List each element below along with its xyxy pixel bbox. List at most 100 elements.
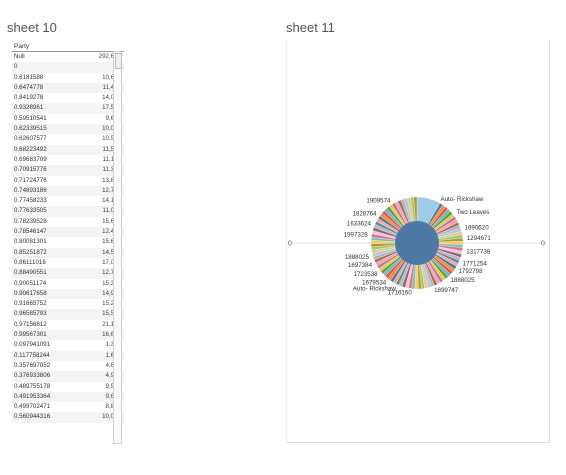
party-value: 0.8419278 <box>14 94 44 102</box>
table-row: 0.97156812 21,193 <box>12 320 124 330</box>
party-value: 0.99567301 <box>14 331 47 339</box>
table-row: 0.80081301 15,626 <box>12 237 124 247</box>
table-row: 0.69683709 11,142 <box>12 155 124 165</box>
sheet-10-title: sheet 10 <box>7 20 57 35</box>
party-value: 0.489755178 <box>14 382 51 390</box>
party-value: 0.097941091 <box>14 341 51 349</box>
count-value: 11,058 <box>102 207 121 215</box>
count-value: 15,283 <box>102 300 121 308</box>
slice-label: 1716160 <box>388 290 413 297</box>
party-value: 0.70915776 <box>14 166 47 174</box>
party-value: 0 <box>14 63 18 71</box>
table-row: 0.96585793 15,575 <box>12 309 124 320</box>
party-value: 0.86111016 <box>14 258 46 266</box>
party-value: 0.560944316 <box>14 413 51 421</box>
slice-label: 1899747 <box>434 287 459 294</box>
party-value: 0.491953364 <box>14 392 51 400</box>
table-row: 0.6181588 10,625 <box>12 73 124 83</box>
slice-label: 1828764 <box>352 211 377 218</box>
party-value: 0.62607577 <box>14 135 47 143</box>
slice-label: 1888025 <box>450 277 475 284</box>
count-value: 16,692 <box>102 331 121 339</box>
party-value: 0.74893186 <box>14 186 47 194</box>
count-value: 10,051 <box>102 125 121 133</box>
table-row: 0.91665752 15,283 <box>12 299 124 309</box>
table-row: 0.85251872 14,532 <box>12 247 124 258</box>
count-value: 11,534 <box>102 145 121 153</box>
party-value: 0.69683709 <box>14 155 47 163</box>
count-value: 12,474 <box>102 228 121 236</box>
count-value: 13,830 <box>102 176 121 184</box>
party-value: 0.90051174 <box>14 279 47 287</box>
count-value: 15,364 <box>102 279 121 287</box>
count-value: 15,575 <box>102 310 121 318</box>
count-value: 292,640 <box>98 53 121 60</box>
party-value: 0.88490551 <box>14 269 47 277</box>
table-row: 0.595105419,691 <box>12 114 124 124</box>
table-rows: Null 292,640 0 0.6181588 10,625 0.6474778 11,4… <box>12 51 124 423</box>
party-value: 0.62339515 <box>14 125 47 133</box>
table-row: 0.3769338064,967 <box>12 371 124 382</box>
count-value: 15,627 <box>102 217 121 225</box>
party-value: 0.80081301 <box>14 238 47 246</box>
count-value: 15,626 <box>102 238 121 246</box>
party-value: 0.59510541 <box>14 114 47 122</box>
table-row: 0.8419278 14,033 <box>12 93 124 103</box>
count-value: 11,494 <box>102 83 121 91</box>
count-value: 17,584 <box>102 104 121 112</box>
table-row: 0.71724776 13,830 <box>12 176 124 186</box>
slice-label: 1697384 <box>348 262 373 269</box>
pie-center <box>395 221 439 265</box>
party-value: 0.9328961 <box>14 104 44 112</box>
slice-label: 1792798 <box>458 268 483 275</box>
slice-label: 1294671 <box>467 235 492 242</box>
slice-label: 1888025 <box>345 254 370 261</box>
party-value: 0.77633505 <box>14 207 47 215</box>
table-row: 0.86111016 17,095 <box>12 258 124 268</box>
slice-label: 1679534 <box>362 279 387 286</box>
count-value: 14,532 <box>102 248 121 256</box>
table-row: 0.70915776 11,339 <box>12 165 124 176</box>
scrollbar-thumb[interactable] <box>115 53 122 69</box>
count-value: 10,625 <box>102 73 121 81</box>
party-value: 0.499702471 <box>14 403 51 411</box>
slice-label: Auto- Rickshaw <box>353 285 397 292</box>
party-value: Null <box>14 53 25 60</box>
count-value: 14,033 <box>102 94 121 102</box>
slice-label: 1723538 <box>354 271 379 278</box>
count-value: 12,781 <box>102 269 121 277</box>
party-value: 0.97156812 <box>14 320 47 328</box>
table-row: 0.90617658 14,942 <box>12 288 124 300</box>
count-value: 17,095 <box>102 258 121 266</box>
slice-label: 1909574 <box>366 198 391 205</box>
table-row: 0.0979410911,369 <box>12 340 124 350</box>
party-value: 0.78239528 <box>14 217 47 225</box>
slice-label: Two Leaves <box>456 209 489 216</box>
table-row: 0.1177582441,646 <box>12 350 124 361</box>
count-value: 12,747 <box>102 186 121 194</box>
slice-label: 1633624 <box>347 220 372 227</box>
table-row: 0.99567301 16,692 <box>12 330 124 341</box>
table-row: 0.78239528 15,627 <box>12 217 124 227</box>
table-row: 0.90051174 15,364 <box>12 279 124 289</box>
party-value: 0.68223492 <box>14 145 47 153</box>
table-row: 0.78546147 12,474 <box>12 227 124 238</box>
party-value: 0.85251872 <box>14 248 47 256</box>
pie-chart-frame: 0 0 Auto- Rickshaw Two Leaves 1690620 1294671… <box>286 40 550 443</box>
table-row: 0.62607577 10,512 <box>12 134 124 144</box>
count-value: 10,020 <box>102 413 121 421</box>
table-row: Null 292,640 <box>12 52 124 62</box>
count-value: 11,142 <box>102 155 121 163</box>
party-value: 0.71724776 <box>14 176 47 184</box>
table-row: 0.9328961 17,584 <box>12 103 124 114</box>
axis-zero-right: 0 <box>541 241 545 248</box>
table-scrollbar[interactable] <box>113 51 122 444</box>
party-value: 0.6181588 <box>14 73 44 81</box>
table-row: 0.88490551 12,781 <box>12 268 124 279</box>
party-table: Party Null 292,640 0 0.6181588 10,625 0.64747… <box>12 42 124 444</box>
party-value: 0.90617658 <box>14 289 47 297</box>
axis-zero-left: 0 <box>288 241 292 248</box>
party-value: 0.77458233 <box>14 197 47 205</box>
slice-label: 1997328 <box>344 231 369 238</box>
party-value: 0.96585793 <box>14 310 47 318</box>
